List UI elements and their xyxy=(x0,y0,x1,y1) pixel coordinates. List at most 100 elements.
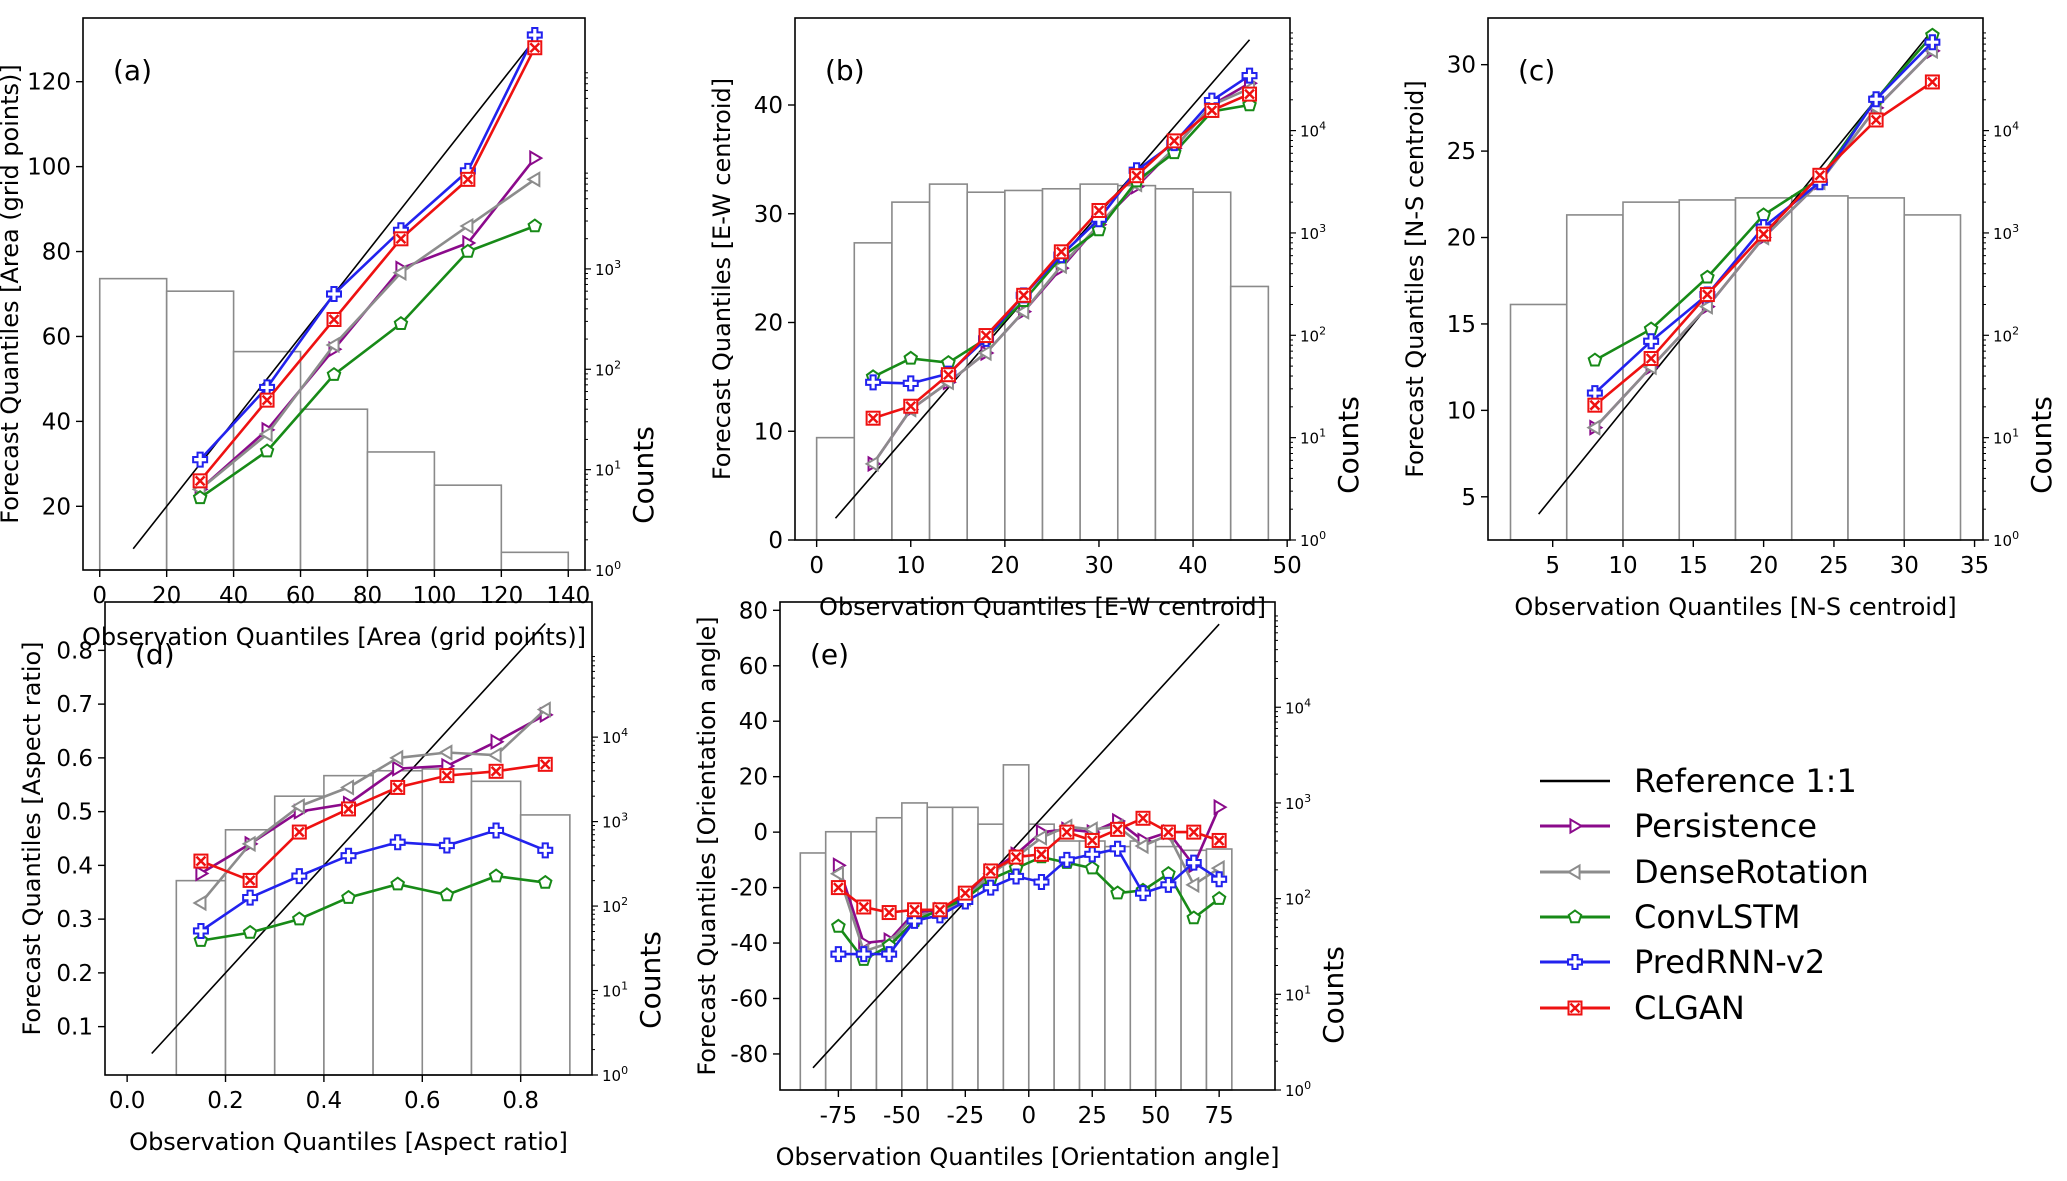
data-point-clgan-cross xyxy=(1018,289,1030,301)
counts-tick-exponent: 2 xyxy=(2012,324,2019,337)
counts-tick-label: 102 xyxy=(1285,888,1311,909)
data-point-clgan xyxy=(830,880,846,896)
data-point-clgan-cross xyxy=(934,904,946,916)
data-point-predrnn xyxy=(242,889,259,906)
counts-tick-exponent: 3 xyxy=(1304,792,1311,805)
data-point-predrnn-shape xyxy=(830,946,847,963)
x-tick-label: -50 xyxy=(883,1103,921,1129)
counts-tick-exponent: 0 xyxy=(621,1064,628,1077)
y-tick-label: 80 xyxy=(42,240,71,266)
data-point-clgan-cross xyxy=(194,475,206,487)
data-point-predrnn xyxy=(1160,876,1177,893)
series-line-clgan xyxy=(837,816,1220,914)
data-point-clgan-cross xyxy=(441,770,453,781)
panel-label: (a) xyxy=(113,54,152,87)
data-point-clgan xyxy=(537,756,553,772)
data-point-denserotation-shape xyxy=(241,835,256,853)
data-point-clgan xyxy=(393,231,409,247)
histogram-bar xyxy=(366,451,436,571)
counts-tick-exponent: 4 xyxy=(1304,696,1311,709)
data-point-convlstm xyxy=(1186,910,1202,925)
data-point-clgan xyxy=(1110,821,1126,837)
data-point-convlstm-shape xyxy=(831,918,846,933)
data-point-predrnn xyxy=(1135,885,1151,902)
data-point-convlstm xyxy=(488,868,504,883)
x-axis-label: Observation Quantiles [N-S centroid] xyxy=(1514,593,1956,621)
data-point-clgan-cross xyxy=(261,394,273,406)
data-point-predrnn xyxy=(1241,67,1258,84)
legend-marker-convlstm xyxy=(1567,909,1583,924)
data-point-denserotation-shape xyxy=(1015,303,1030,320)
series-line-convlstm xyxy=(200,874,546,942)
histogram-bar xyxy=(815,436,856,541)
data-point-convlstm xyxy=(903,350,919,365)
counts-tick-exponent: 0 xyxy=(1304,1079,1311,1092)
histogram-bar xyxy=(1678,199,1737,541)
histogram-bar xyxy=(323,774,374,1076)
y-tick-label: 40 xyxy=(754,93,783,119)
series-clgan xyxy=(830,810,1227,921)
data-point-clgan xyxy=(192,473,208,489)
counts-tick-exponent: 1 xyxy=(1319,427,1326,440)
data-point-denserotation xyxy=(192,894,207,912)
y-tick-label: 0 xyxy=(768,528,783,554)
data-point-convlstm xyxy=(1110,885,1125,900)
series-clgan xyxy=(865,86,1258,426)
data-point-clgan-cross xyxy=(1010,851,1022,863)
histogram-bar xyxy=(1229,285,1270,541)
counts-tick-label: 103 xyxy=(1285,792,1311,813)
panel-label: (e) xyxy=(810,638,849,671)
data-point-convlstm xyxy=(1587,352,1603,367)
counts-axis-label: Counts xyxy=(634,931,667,1029)
data-point-convlstm xyxy=(242,924,258,939)
y-tick-label: 30 xyxy=(754,202,783,228)
panel-d: 0.0 0.2 0.4 0.6 0.8 0.1 0.2 0.3 0.4 0.5 0.6 0.7 0.8 1… xyxy=(18,601,667,1156)
x-tick-label: 25 xyxy=(1819,553,1848,579)
x-tick-label: 0.4 xyxy=(306,1088,343,1114)
data-point-denserotation xyxy=(977,344,992,362)
series-line-predrnn xyxy=(200,829,546,933)
data-point-predrnn-shape xyxy=(192,451,209,468)
data-point-clgan xyxy=(865,410,881,426)
x-tick-label: 75 xyxy=(1205,1103,1234,1129)
x-tick-label: 0.0 xyxy=(109,1088,146,1114)
data-point-clgan xyxy=(1756,226,1772,242)
y-axis-label: Forecast Quantiles [E-W centroid] xyxy=(708,78,736,480)
data-point-predrnn xyxy=(192,451,209,468)
data-point-denserotation-shape xyxy=(536,701,551,718)
y-tick-label: 10 xyxy=(1447,398,1476,424)
data-point-clgan xyxy=(1699,287,1715,303)
series-clgan xyxy=(193,756,553,888)
y-tick-label: 20 xyxy=(1447,226,1476,252)
x-tick-label: 40 xyxy=(219,583,248,609)
x-tick-label: 0 xyxy=(1021,1103,1036,1129)
counts-tick-exponent: 4 xyxy=(1319,120,1326,133)
y-tick-label: 0.2 xyxy=(56,961,93,987)
legend-entry-persistence: Persistence xyxy=(1540,807,1817,845)
x-axis-label: Observation Quantiles [Orientation angle… xyxy=(776,1143,1280,1171)
series-line-convlstm xyxy=(837,855,1220,962)
counts-tick-exponent: 1 xyxy=(2012,427,2019,440)
y-axis-label: Forecast Quantiles [Orientation angle] xyxy=(693,616,721,1075)
data-point-predrnn xyxy=(438,837,455,854)
data-point-denserotation xyxy=(1032,829,1048,846)
data-point-predrnn xyxy=(906,912,923,929)
legend-marker-persistence-glyph-shape xyxy=(1569,817,1584,835)
data-point-clgan xyxy=(460,171,476,187)
histogram-bar xyxy=(224,828,276,1076)
x-tick-label: -75 xyxy=(820,1103,858,1129)
data-point-clgan xyxy=(881,905,897,921)
y-tick-label: -60 xyxy=(730,987,768,1013)
histogram-bar xyxy=(500,551,570,571)
data-point-predrnn-shape xyxy=(1868,91,1885,108)
y-tick-label: 20 xyxy=(739,765,768,791)
data-point-predrnn-shape xyxy=(526,26,543,43)
data-point-clgan-cross xyxy=(905,400,917,412)
data-point-clgan-cross xyxy=(1093,205,1105,216)
counts-tick-label: 102 xyxy=(602,895,628,916)
data-point-predrnn-shape xyxy=(1643,333,1660,350)
series-line-persistence xyxy=(837,806,1221,945)
data-point-denserotation xyxy=(1698,298,1713,315)
counts-tick-label: 100 xyxy=(595,559,621,580)
data-point-denserotation xyxy=(258,425,273,443)
